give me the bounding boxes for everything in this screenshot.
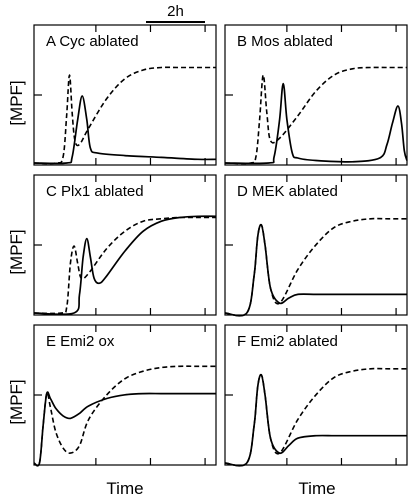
panel-b-series-dashed — [224, 66, 407, 165]
panel-e: E Emi2 ox — [33, 324, 217, 467]
panel-d-series-solid — [224, 223, 407, 317]
scale-bar-label: 2h — [167, 3, 184, 20]
panel-d-series-dashed — [224, 217, 407, 317]
panel-a: A Cyc ablated — [33, 24, 217, 166]
panel-a-title: A Cyc ablated — [46, 33, 139, 50]
panel-f-series-solid — [224, 373, 407, 467]
panel-b: B Mos ablated — [224, 24, 408, 166]
panel-a-series-dashed — [33, 66, 216, 165]
panel-d: D MEK ablated — [224, 174, 408, 317]
panel-b-series-solid — [224, 82, 408, 165]
panel-c-title: C Plx1 ablated — [46, 183, 144, 200]
ylabel-row-3: [MPF] — [7, 379, 26, 424]
panel-e-series-solid — [33, 391, 216, 467]
panel-a-series-solid — [33, 95, 217, 165]
panel-c-series-dashed — [33, 216, 216, 315]
xlabel-right: Time — [298, 479, 335, 498]
panel-f-title: F Emi2 ablated — [237, 333, 338, 350]
panel-c: C Plx1 ablated — [33, 174, 217, 316]
ylabel-row-2: [MPF] — [7, 229, 26, 274]
panel-e-series-dashed — [33, 365, 216, 467]
panel-e-title: E Emi2 ox — [46, 333, 115, 350]
panel-f-series-dashed — [224, 367, 407, 467]
panel-f: F Emi2 ablated — [224, 324, 408, 467]
panel-d-title: D MEK ablated — [237, 183, 338, 200]
panel-c-series-solid — [33, 215, 217, 316]
panel-b-title: B Mos ablated — [237, 33, 333, 50]
ylabel-row-1: [MPF] — [7, 80, 26, 125]
xlabel-left: Time — [106, 479, 143, 498]
